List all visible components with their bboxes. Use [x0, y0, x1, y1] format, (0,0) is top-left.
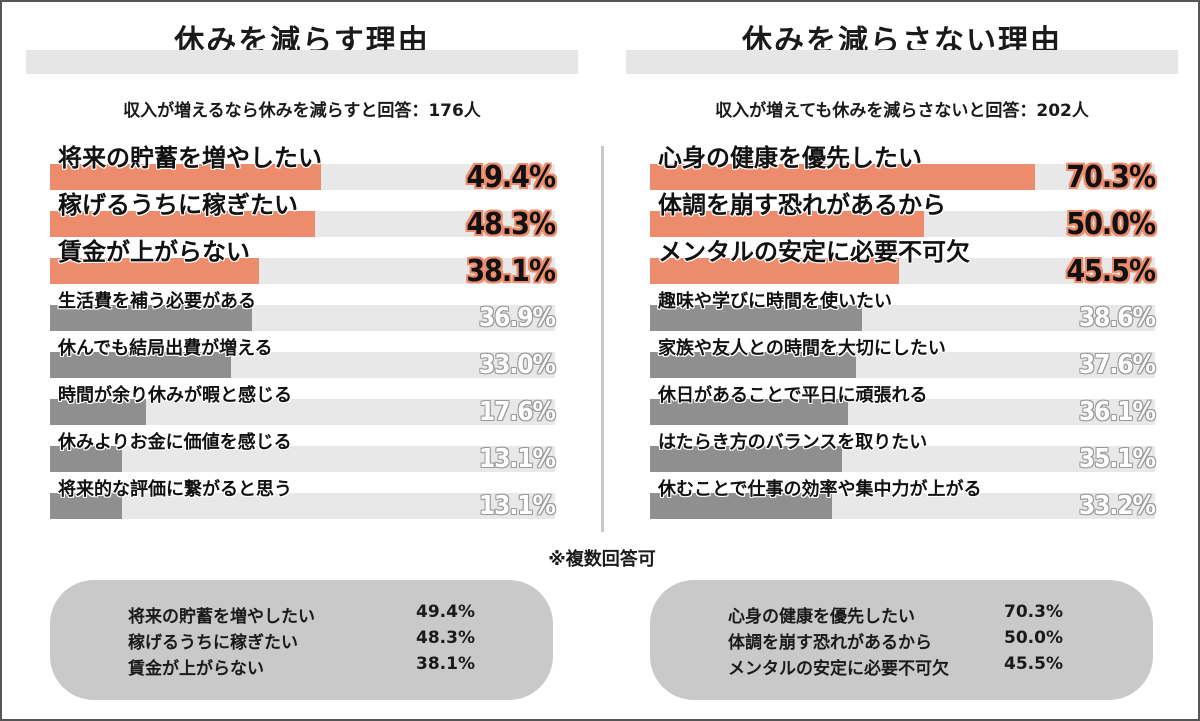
bar: [50, 258, 259, 284]
bar-row: 家族や友人との時間を大切にしたい 37.6%: [650, 330, 1156, 380]
summary-item-value: 48.3%: [416, 628, 475, 648]
bar-category-label: 生活費を補う必要がある: [58, 291, 256, 312]
bar-category-label: 体調を崩す恐れがあるから: [658, 191, 946, 219]
bar-row: 休みよりお金に価値を感じる 13.1%: [50, 424, 556, 474]
bar: [50, 352, 231, 378]
bar-row: 賃金が上がらない 38.1%: [50, 236, 556, 289]
bar-row: 時間が余り休みが暇と感じる 17.6%: [50, 377, 556, 427]
bar-track: [50, 446, 555, 472]
bar-value-label: 36.1%: [1078, 397, 1156, 427]
summary-item-value: 70.3%: [1004, 602, 1063, 622]
bar-category-label: 休みよりお金に価値を感じる: [58, 432, 292, 453]
bar-value-label: 38.6%: [1078, 303, 1156, 333]
summary-box-not-reduce: 心身の健康を優先したい 70.3% 体調を崩す恐れがあるから 50.0% メンタ…: [650, 580, 1153, 700]
bar-value-label: 45.5%: [1066, 254, 1156, 289]
bar: [650, 446, 843, 472]
bar-value-label: 13.1%: [478, 444, 556, 474]
bar-row: 将来的な評価に繋がると思う 13.1%: [50, 471, 556, 521]
bar-value-label: 49.4%: [466, 160, 556, 195]
bar-row: 体調を崩す恐れがあるから 50.0%: [650, 189, 1156, 242]
bar: [50, 446, 122, 472]
summary-item-value: 38.1%: [416, 654, 475, 674]
bar-category-label: 趣味や学びに時間を使いたい: [658, 291, 892, 312]
bar-value-label: 17.6%: [478, 397, 556, 427]
bar-value-label: 33.0%: [478, 350, 556, 380]
bar-category-label: 稼げるうちに稼ぎたい: [58, 191, 298, 219]
bar-category-label: 将来の貯蓄を増やしたい: [58, 144, 322, 172]
summary-item-name: 将来の貯蓄を増やしたい: [128, 607, 315, 627]
bar: [50, 211, 315, 237]
bar: [50, 493, 122, 519]
bar-value-label: 48.3%: [466, 207, 556, 242]
bar-value-label: 37.6%: [1078, 350, 1156, 380]
summary-box-reduce: 将来の貯蓄を増やしたい 49.4% 稼げるうちに稼ぎたい 48.3% 賃金が上が…: [50, 580, 553, 700]
bar: [50, 399, 147, 425]
summary-item-name: 体調を崩す恐れがあるから: [728, 633, 932, 653]
bar-row: 休むことで仕事の効率や集中力が上がる 33.2%: [650, 471, 1156, 521]
bar-category-label: 休日があることで平日に頑張れる: [658, 385, 928, 406]
multiple-answers-note: ※複数回答可: [548, 549, 656, 570]
summary-item-value: 50.0%: [1004, 628, 1063, 648]
bar: [650, 399, 848, 425]
bar: [650, 164, 1036, 190]
bar: [650, 211, 924, 237]
bar: [650, 258, 900, 284]
bar-track: [50, 493, 555, 519]
bar: [50, 164, 321, 190]
chart-subtitle: 収入が増えるなら休みを減らすと回答：176人: [123, 101, 481, 121]
bar-value-label: 70.3%: [1066, 160, 1156, 195]
bar-category-label: メンタルの安定に必要不可欠: [658, 238, 970, 266]
bar-value-label: 38.1%: [466, 254, 556, 289]
bar-category-label: 家族や友人との時間を大切にしたい: [658, 338, 946, 359]
summary-item-name: メンタルの安定に必要不可欠: [728, 659, 949, 679]
bar-category-label: 賃金が上がらない: [58, 238, 250, 266]
summary-item-value: 45.5%: [1004, 654, 1063, 674]
bar-row: メンタルの安定に必要不可欠 45.5%: [650, 236, 1156, 289]
bar-row: 稼げるうちに稼ぎたい 48.3%: [50, 189, 556, 242]
bar-chart-not-reduce: 心身の健康を優先したい 70.3% 体調を崩す恐れがあるから 50.0% メンタルの安定…: [650, 142, 1156, 537]
bar-category-label: 心身の健康を優先したい: [658, 144, 922, 172]
chart-subtitle: 収入が増えても休みを減らさないと回答：202人: [715, 101, 1089, 121]
summary-item-value: 49.4%: [416, 602, 475, 622]
title-underline: [626, 50, 1178, 74]
panel-reduce: 休みを減らす理由 収入が増えるなら休みを減らすと回答：176人 将来の貯蓄を増や…: [26, 2, 586, 562]
bar: [650, 493, 832, 519]
bar: [50, 305, 253, 331]
bar-value-label: 33.2%: [1078, 491, 1156, 521]
bar-category-label: 休んでも結局出費が増える: [58, 338, 273, 359]
bar-row: 将来の貯蓄を増やしたい 49.4%: [50, 142, 556, 195]
bar-row: 休日があることで平日に頑張れる 36.1%: [650, 377, 1156, 427]
bar-value-label: 50.0%: [1066, 207, 1156, 242]
bar: [650, 352, 857, 378]
bar: [650, 305, 862, 331]
bar-value-label: 13.1%: [478, 491, 556, 521]
summary-item-name: 心身の健康を優先したい: [728, 607, 915, 627]
bar-category-label: 時間が余り休みが暇と感じる: [58, 385, 292, 406]
bar-row: 生活費を補う必要がある 36.9%: [50, 283, 556, 333]
bar-category-label: 将来的な評価に繋がると思う: [58, 479, 292, 500]
bar-row: 休んでも結局出費が増える 33.0%: [50, 330, 556, 380]
title-underline: [26, 50, 578, 74]
summary-item-name: 稼げるうちに稼ぎたい: [128, 633, 298, 653]
bar-category-label: はたらき方のバランスを取りたい: [658, 432, 928, 453]
bar-value-label: 35.1%: [1078, 444, 1156, 474]
bar-value-label: 36.9%: [478, 303, 556, 333]
panel-divider: [601, 146, 604, 532]
bar-row: 心身の健康を優先したい 70.3%: [650, 142, 1156, 195]
summary-item-name: 賃金が上がらない: [128, 659, 264, 679]
bar-row: はたらき方のバランスを取りたい 35.1%: [650, 424, 1156, 474]
bar-chart-reduce: 将来の貯蓄を増やしたい 49.4% 稼げるうちに稼ぎたい 48.3% 賃金が上がらない 3…: [50, 142, 556, 537]
bar-category-label: 休むことで仕事の効率や集中力が上がる: [658, 479, 982, 500]
bar-row: 趣味や学びに時間を使いたい 38.6%: [650, 283, 1156, 333]
panel-not-reduce: 休みを減らさない理由 収入が増えても休みを減らさないと回答：202人 心身の健康…: [626, 2, 1186, 562]
